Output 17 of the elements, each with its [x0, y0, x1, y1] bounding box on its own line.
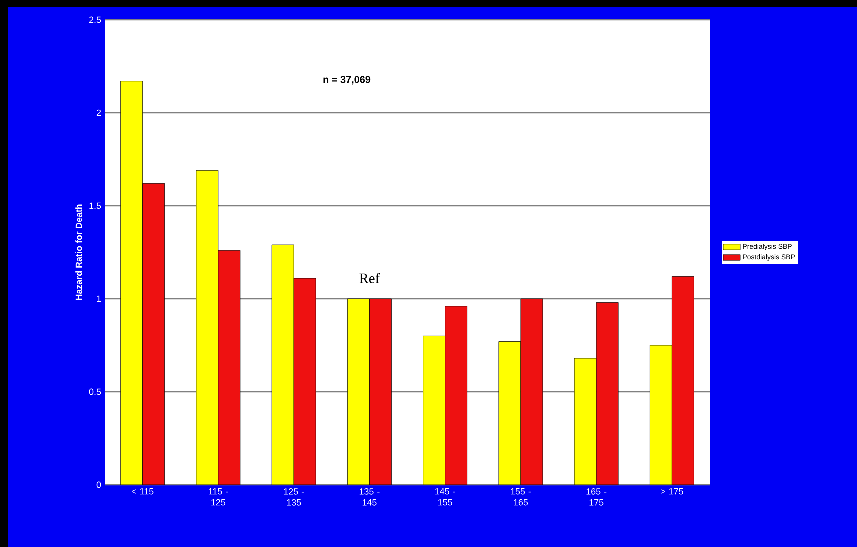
- y-tick-label: 2: [96, 110, 102, 116]
- y-tick-label: 2.5: [89, 16, 102, 24]
- y-tick-label: 0.5: [89, 388, 102, 396]
- x-tick-label: 145 - 155: [436, 488, 456, 506]
- y-tick-label: 0: [96, 482, 102, 488]
- y-tick-label: 1.5: [90, 202, 102, 210]
- x-tick-label: 135 - 145: [360, 488, 380, 506]
- x-tick-label: > 175: [661, 488, 684, 495]
- x-tick-label: 125 - 135: [284, 488, 304, 506]
- y-axis-title: Hazard Ratio for Death: [76, 204, 82, 300]
- x-tick-label: 115 - 125: [209, 488, 228, 506]
- y-tick-label: 1: [97, 296, 102, 302]
- x-tick-label: < 115: [132, 488, 154, 495]
- annotation: n = 37,069: [324, 76, 371, 85]
- annotation: Ref: [360, 273, 380, 284]
- x-tick-label: 165 - 175: [586, 488, 607, 506]
- x-tick-label: 155 - 165: [511, 488, 532, 506]
